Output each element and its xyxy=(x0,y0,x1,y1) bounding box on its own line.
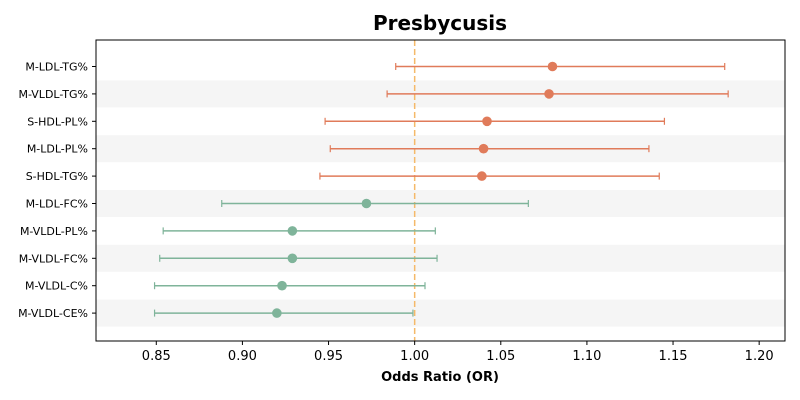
row-label: S-HDL-PL% xyxy=(27,115,88,128)
row-label: M-LDL-PL% xyxy=(27,143,88,156)
x-axis-label: Odds Ratio (OR) xyxy=(381,370,499,385)
row-label: M-VLDL-FC% xyxy=(19,252,88,265)
or-point xyxy=(478,143,489,154)
or-point xyxy=(477,171,487,181)
chart-title: Presbycusis xyxy=(373,11,507,35)
or-point xyxy=(361,198,372,209)
x-tick-label: 1.00 xyxy=(400,349,429,364)
y-axis: M-LDL-TG% M-VLDL-TG% S-HDL-PL% M-LDL-PL% S-H… xyxy=(18,61,96,320)
or-point xyxy=(287,253,298,264)
or-point xyxy=(544,89,554,99)
x-axis: 0.85 0.90 0.95 1.00 1.05 1.10 1.15 1.20 xyxy=(142,341,774,364)
data-marks xyxy=(153,61,729,318)
or-point xyxy=(277,280,287,291)
or-point xyxy=(272,308,282,318)
x-tick-label: 1.10 xyxy=(572,349,601,364)
x-tick-label: 1.05 xyxy=(486,349,515,364)
row-label: M-VLDL-CE% xyxy=(18,307,88,320)
plot-frame xyxy=(95,39,786,342)
row-label: M-VLDL-PL% xyxy=(20,225,88,238)
x-tick-label: 1.15 xyxy=(659,349,688,364)
x-tick-label: 0.95 xyxy=(314,349,343,364)
or-point xyxy=(482,116,492,127)
x-tick-label: 1.20 xyxy=(745,349,774,364)
or-point xyxy=(547,61,558,72)
row-label: M-LDL-TG% xyxy=(25,61,88,74)
or-point xyxy=(287,226,298,236)
row-label: S-HDL-TG% xyxy=(26,170,88,183)
row-label: M-VLDL-C% xyxy=(25,280,88,293)
x-tick-label: 0.90 xyxy=(228,349,257,364)
row-label: M-VLDL-TG% xyxy=(18,88,88,101)
row-label: M-LDL-FC% xyxy=(26,198,88,211)
x-tick-label: 0.85 xyxy=(142,349,171,364)
